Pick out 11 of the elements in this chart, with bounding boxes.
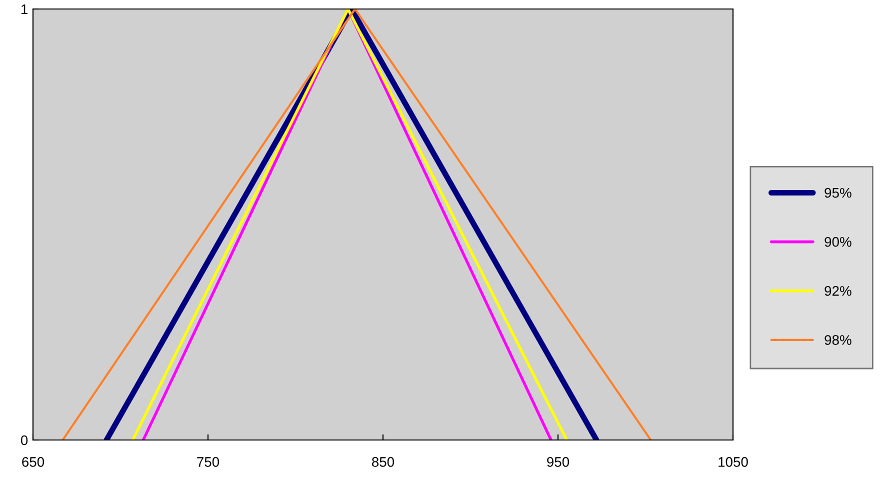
x-tick-label: 650 — [22, 457, 44, 467]
x-tick-label: 1050 — [718, 457, 748, 467]
y-tick-label: 0 — [20, 435, 28, 446]
y-tick-label: 1 — [21, 4, 28, 14]
legend-label: 95% — [824, 188, 852, 198]
x-tick-label: 750 — [197, 457, 220, 467]
x-tick-label: 850 — [372, 457, 394, 467]
legend-label: 98% — [824, 335, 852, 345]
legend-label: 92% — [824, 286, 852, 296]
x-tick-label: 950 — [547, 457, 570, 467]
legend-label: 90% — [824, 236, 852, 247]
